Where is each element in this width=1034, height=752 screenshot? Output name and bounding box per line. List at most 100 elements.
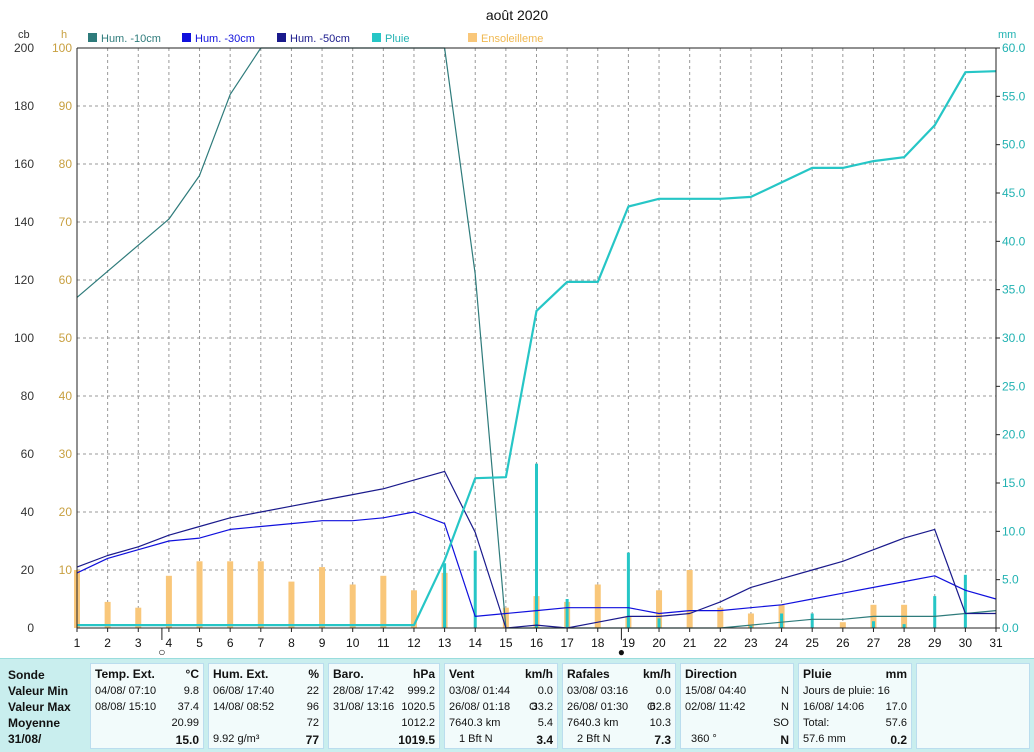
sunshine-bar [594,584,601,628]
tick-label-cb: 60 [21,447,35,461]
hum-max-val: 96 [306,701,319,713]
rain-day-bar [626,552,630,628]
tick-label-x: 2 [104,636,111,650]
grid [77,48,996,628]
rain-day-bar [963,574,967,628]
summary-direction: Direction 15/08/ 04:40 N 02/08/ 11:42 N SO… [680,663,794,749]
direction-max-date: 02/08/ 11:42 [685,701,746,713]
vent-unit: km/h [524,667,553,681]
temp-cur-val: 15.0 [175,733,199,747]
baro-min-date: 28/08/ 17:42 [333,685,395,697]
tick-label-cb: 100 [14,331,34,345]
sunshine-bar [839,622,846,628]
hum-min-val: 22 [306,685,319,697]
hum-title: Hum. Ext. [213,667,269,681]
rain-day-bar [657,618,661,628]
legend-swatch-hum50 [277,33,286,42]
tick-label-h: 50 [59,331,73,345]
vent-min-date: 03/08/ 01:44 [449,685,511,697]
summary-rafales: Rafales km/h 03/08/ 03:16 0.0 26/08/ 01:30… [562,663,676,749]
tick-label-x: 11 [377,636,390,650]
vent-moy-extra: 7640.3 km [449,717,501,729]
direction-min-date: 15/08/ 04:40 [685,685,747,697]
rain-day-bar [810,613,814,628]
legend-swatch-ensoleillement [468,33,477,42]
sunshine-bar [656,590,663,628]
legend-label-ensoleillement: Ensoleilleme [481,33,543,45]
summary-vent: Vent km/h 03/08/ 01:44 0.0 26/08/ 01:18 O 33… [444,663,558,749]
rafales-unit: km/h [642,667,671,681]
pluie-cur-extra: 57.6 mm [803,733,846,745]
rafales-max-dir: O [647,701,656,713]
tick-label-h: 70 [59,215,73,229]
hum-cur-val: 77 [305,733,319,747]
tick-label-x: 23 [744,636,758,650]
temp-max-val: 37.4 [177,701,199,713]
temp-moy-val: 20.99 [171,717,199,729]
baro-max-date: 31/08/ 13:16 [333,701,395,713]
vent-max-date: 26/08/ 01:18 [449,701,511,713]
tick-label-h: 40 [59,389,73,403]
tick-label-x: 3 [135,636,142,650]
unit-mm: mm [998,29,1016,41]
rafales-max-date: 26/08/ 01:30 [567,701,629,713]
legend-label-pluie: Pluie [385,33,409,45]
tick-label-mm: 20.0 [1002,428,1026,442]
tick-label-cb: 20 [21,563,35,577]
moon-icon: ● [618,645,625,658]
moon-icon: ○ [158,645,165,658]
tick-labels: 0204060801001201401601802001020304050607… [14,41,1026,650]
tick-label-x: 1 [74,636,81,650]
tick-label-h: 10 [59,563,73,577]
tick-label-x: 12 [407,636,421,650]
tick-label-x: 17 [560,636,574,650]
tick-label-h: 30 [59,447,73,461]
sunshine-bar [686,570,693,628]
chart-title: août 2020 [486,7,548,23]
vent-cur-val: 3.4 [536,733,553,747]
direction-min-val: N [781,685,789,697]
tick-label-x: 4 [166,636,173,650]
temp-min-val: 9.8 [183,685,199,697]
tick-label-x: 5 [196,636,203,650]
temp-max-date: 08/08/ 15:10 [95,701,157,713]
series-line-1 [76,511,997,618]
tick-label-x: 14 [469,636,483,650]
label-sonde: Sonde [8,668,45,682]
direction-cur-val: N [780,733,789,747]
series-line-3 [77,70,997,627]
temp-min-date: 04/08/ 07:10 [95,685,157,697]
legend-label-hum10: Hum. -10cm [101,33,161,45]
tick-label-x: 21 [683,636,697,650]
direction-max-val: N [781,701,789,713]
unit-cb: cb [18,29,30,41]
rafales-title: Rafales [567,667,610,681]
hum-moy-val: 72 [306,717,319,729]
tick-label-mm: 10.0 [1002,524,1026,538]
tick-label-cb: 160 [14,157,34,171]
temp-unit: °C [185,667,199,681]
vent-max-dir: O [529,701,538,713]
summary-labels: Sonde Valeur Min Valeur Max Moyenne 31/0… [2,663,88,749]
sunshine-bar [319,567,326,628]
sunshine-bar [747,613,754,628]
pluie-max-val: 17.0 [885,701,907,713]
pluie-unit: mm [885,667,907,681]
rain-day-bar [535,463,538,628]
legend-swatch-hum10 [88,33,97,42]
daily-rain-bars [443,463,967,628]
rain-day-bar [749,626,753,628]
tick-label-cb: 180 [14,99,34,113]
tick-label-x: 16 [530,636,544,650]
summary-hum: Hum. Ext.% 06/08/ 17:40 22 14/08/ 08:52 96… [208,663,324,749]
axes [76,47,1000,632]
tick-label-cb: 120 [14,273,34,287]
tick-label-mm: 25.0 [1002,379,1026,393]
tick-label-mm: 0.0 [1002,621,1019,635]
sunshine-bar [257,561,264,628]
sunshine-bar [135,607,142,628]
tick-label-x: 10 [346,636,360,650]
hum-cur-extra: 9.92 g/m³ [213,733,260,745]
legend-label-hum50: Hum. -50cm [290,33,350,45]
sunshine-bar [502,607,509,628]
